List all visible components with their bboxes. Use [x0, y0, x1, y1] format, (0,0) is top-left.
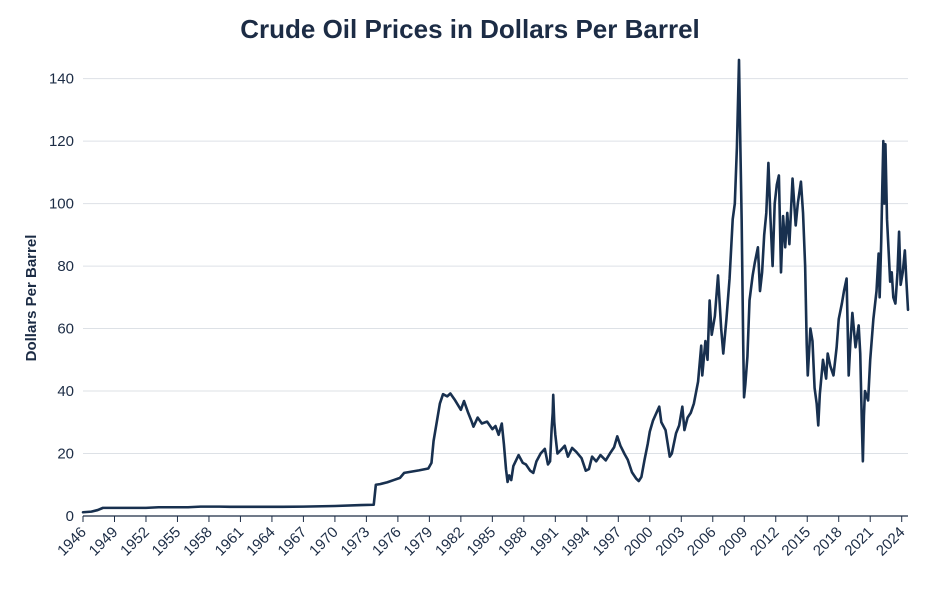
x-tick-label: 1982	[432, 524, 468, 560]
x-tick-label: 2018	[810, 524, 846, 560]
x-tick-label: 1979	[401, 524, 437, 560]
y-tick-label: 140	[49, 71, 74, 88]
x-tick-label: 1985	[464, 524, 500, 560]
y-tick-label: 0	[66, 508, 74, 525]
x-tick-label: 1973	[338, 524, 374, 560]
x-tick-label: 1976	[369, 524, 405, 560]
x-tick-label: 2021	[841, 524, 877, 560]
y-tick-label: 60	[57, 321, 74, 338]
x-tick-label: 1967	[275, 524, 311, 560]
y-tick-label: 80	[57, 258, 74, 275]
series-line-0	[81, 58, 910, 514]
x-tick-label: 1988	[495, 524, 531, 560]
y-tick-label: 120	[49, 133, 74, 150]
y-axis: 0 20 40 60 80 100 120 140	[49, 71, 74, 525]
y-axis-title: Dollars Per Barrel	[23, 235, 40, 362]
x-tick-label: 1964	[243, 524, 279, 560]
x-tick-label: 1970	[306, 524, 342, 560]
x-tick-label: 1991	[527, 524, 563, 560]
y-tick-label: 40	[57, 383, 74, 400]
x-tick-label: 1955	[149, 524, 185, 560]
x-tick-label: 1994	[558, 524, 594, 560]
series-layer	[81, 58, 910, 514]
x-tick-label: 1958	[180, 524, 216, 560]
x-tick-label: 1952	[117, 524, 153, 560]
x-tick-label: 2003	[652, 524, 688, 560]
x-tick-label: 2006	[684, 524, 720, 560]
x-tick-label: 2012	[747, 524, 783, 560]
x-tick-label: 2009	[715, 524, 751, 560]
y-tick-label: 100	[49, 196, 74, 213]
x-tick-label: 1949	[86, 524, 122, 560]
grid-lines	[83, 78, 908, 455]
x-tick-label: 2000	[621, 524, 657, 560]
x-tick-label: 2024	[873, 524, 909, 560]
x-tick-label: 1946	[54, 524, 90, 560]
x-tick-label: 1961	[212, 524, 248, 560]
chart-title: Crude Oil Prices in Dollars Per Barrel	[240, 14, 700, 44]
y-tick-label: 20	[57, 446, 74, 463]
x-axis: 1946194919521955195819611964196719701973…	[54, 515, 909, 560]
x-tick-label: 2015	[778, 524, 814, 560]
x-tick-label: 1997	[590, 524, 626, 560]
